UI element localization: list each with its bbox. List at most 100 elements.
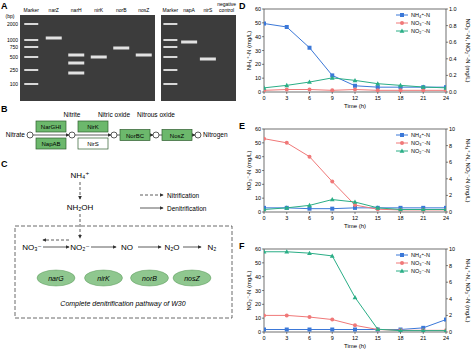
y2-tick-label: 8 — [449, 143, 452, 149]
gel-band — [24, 46, 38, 48]
y-tick-label: 10 — [255, 195, 261, 201]
y2-tick-label: 6 — [449, 159, 452, 165]
compound-label: Nitrous oxide — [137, 111, 175, 118]
y-tick-label: 60 — [255, 246, 261, 252]
compound-label: Nitrogen — [203, 131, 228, 139]
legend-label: Nitrification — [167, 192, 200, 199]
data-point — [307, 203, 312, 207]
y-tick — [262, 170, 264, 171]
gel-band — [200, 58, 216, 61]
y-tick — [262, 290, 264, 291]
data-point — [444, 328, 446, 332]
gene-ellipse — [173, 270, 211, 286]
enzyme-box — [120, 130, 150, 141]
panel-label: E — [239, 121, 245, 131]
pathway-arrow — [33, 135, 69, 136]
data-point — [375, 81, 380, 85]
x-tick-label: 0 — [262, 95, 265, 101]
pathway-arrow — [75, 135, 111, 136]
x-tick — [355, 332, 356, 334]
y-tick — [262, 332, 264, 333]
data-point — [375, 205, 380, 209]
y2-tick — [446, 42, 448, 43]
data-point — [421, 85, 425, 89]
legend-label: NO₃⁻-N — [411, 260, 430, 266]
y2-tick — [446, 145, 448, 146]
gel-band — [91, 56, 107, 59]
x-tick-label: 9 — [331, 215, 334, 221]
y-tick-label: 20 — [255, 61, 261, 67]
data-point — [421, 85, 426, 89]
ladder-label: 1000 — [7, 37, 18, 43]
lane-label-line: narZ — [49, 7, 59, 13]
x-tick — [423, 92, 424, 94]
gel-band — [24, 56, 38, 58]
data-point — [330, 318, 334, 322]
legend-label: NH₄⁺-N — [411, 132, 430, 138]
series-line — [264, 200, 446, 210]
x-tick — [355, 92, 356, 94]
data-point — [308, 88, 312, 92]
legend-marker — [400, 253, 404, 257]
compound-label: NO₃⁻ — [22, 243, 41, 252]
x-tick-label: 9 — [331, 335, 334, 341]
gel-image — [161, 15, 236, 101]
nitrification-arrow — [80, 214, 81, 238]
y2-tick-label: 4 — [449, 176, 452, 182]
data-point — [284, 205, 289, 209]
x-tick-label: 24 — [443, 215, 449, 221]
data-point — [444, 85, 446, 89]
y2-tick — [446, 282, 448, 283]
y-tick-label: 0 — [258, 89, 261, 95]
data-point — [421, 207, 426, 211]
x-tick-label: 18 — [397, 95, 403, 101]
gel-band — [46, 37, 62, 40]
y2-tick — [446, 75, 448, 76]
lane-label: narZ — [49, 7, 59, 13]
data-point — [264, 313, 266, 317]
data-point — [285, 25, 289, 29]
panel-label: C — [1, 159, 8, 169]
y2-tick — [446, 195, 448, 196]
denitrification-arrow — [91, 247, 116, 248]
x-tick-label: 24 — [443, 335, 449, 341]
gel-band — [68, 72, 84, 75]
data-point — [330, 197, 335, 201]
x-tick-label: 12 — [352, 95, 358, 101]
y2-tick-label: 6 — [449, 279, 452, 285]
y2-tick-label: 10 — [449, 126, 455, 132]
series-line — [264, 139, 446, 210]
x-tick-label: 21 — [420, 95, 426, 101]
x-tick-label: 3 — [285, 95, 288, 101]
x-tick — [423, 212, 424, 214]
x-tick — [332, 212, 333, 214]
series-line — [264, 315, 446, 330]
denitrification-arrow — [43, 247, 69, 248]
y2-tick — [446, 25, 448, 26]
gel-band — [68, 54, 84, 57]
y2-tick — [446, 212, 448, 213]
data-point — [444, 318, 446, 322]
gene-label: narG — [48, 275, 64, 282]
y-tick-label: 0 — [258, 329, 261, 335]
x-tick — [332, 332, 333, 334]
compound-node — [27, 132, 33, 138]
ladder-label: 250 — [10, 67, 19, 73]
data-point — [264, 137, 266, 141]
x-tick — [309, 212, 310, 214]
y-tick-label: 10 — [255, 75, 261, 81]
data-point — [285, 313, 289, 317]
x-tick — [400, 332, 401, 334]
lane-label-line: narH — [71, 7, 82, 13]
plot-frame — [264, 249, 446, 332]
legend-solid — [140, 208, 163, 209]
y2-tick-label: 0.8 — [449, 23, 457, 29]
panel-label: B — [1, 104, 8, 114]
data-point — [421, 88, 425, 92]
gene-ellipse — [131, 270, 169, 286]
x-tick-label: 6 — [308, 335, 311, 341]
data-point — [376, 88, 380, 92]
legend-label: NH₄⁺-N — [411, 12, 430, 18]
x-tick-label: 18 — [397, 215, 403, 221]
x-tick — [355, 212, 356, 214]
